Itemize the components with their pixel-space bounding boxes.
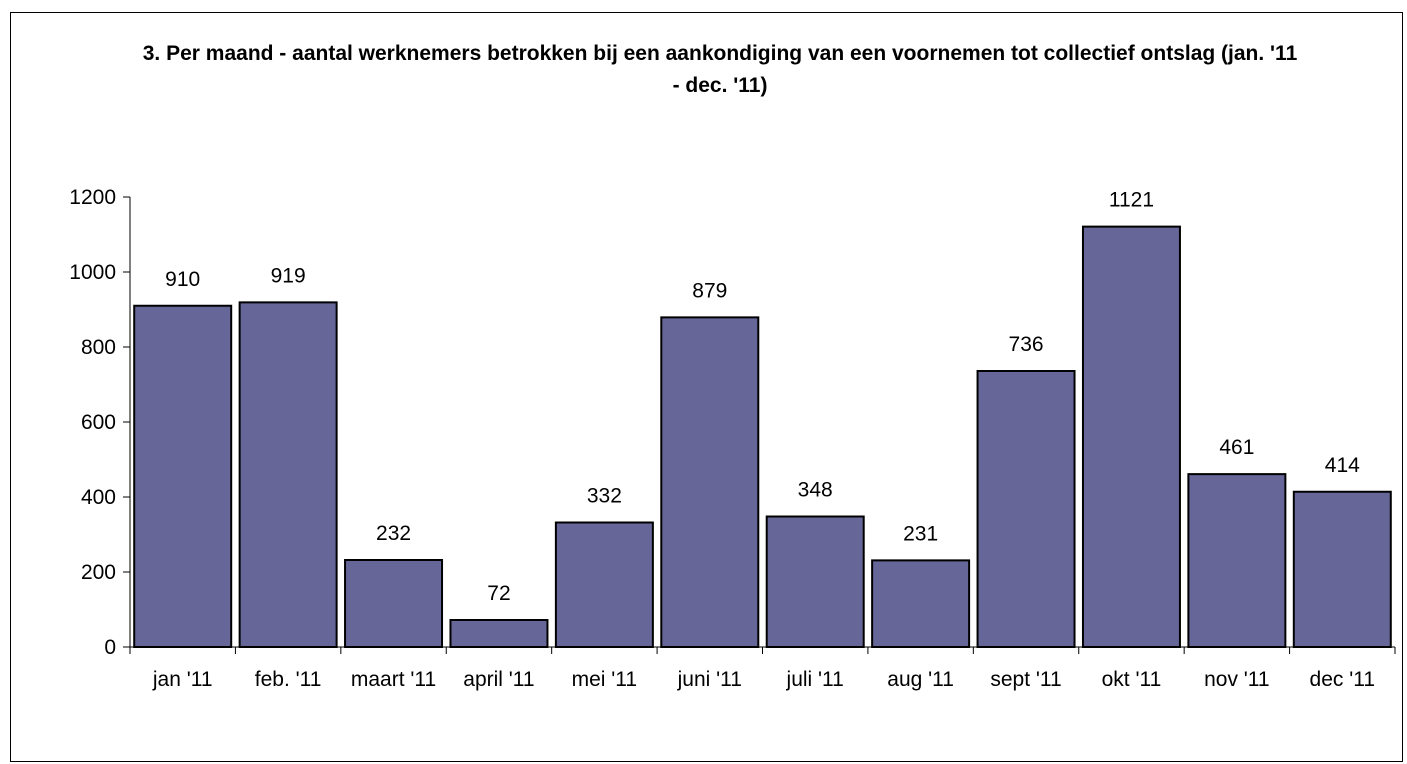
data-label: 736 <box>1009 333 1044 356</box>
bar <box>765 515 865 648</box>
data-label: 72 <box>487 582 510 605</box>
chart-title: 3. Per maand - aantal werknemers betrokk… <box>142 42 1298 97</box>
x-tick-label: feb. '11 <box>254 668 322 691</box>
x-tick-label: okt '11 <box>1101 668 1162 691</box>
chart-border <box>10 12 1403 762</box>
y-tick-label: 0 <box>104 636 116 659</box>
bar <box>133 304 233 648</box>
bar <box>976 370 1076 648</box>
y-tick-label: 600 <box>81 411 116 434</box>
x-tick-label: dec '11 <box>1309 668 1376 691</box>
y-tick-label: 200 <box>81 561 116 584</box>
y-tick-label: 1000 <box>69 261 116 284</box>
bar <box>660 316 760 648</box>
bar <box>449 619 549 648</box>
bar <box>871 559 971 648</box>
x-tick-label: sept '11 <box>990 668 1062 691</box>
bar <box>554 521 654 648</box>
data-label: 1121 <box>1109 189 1154 212</box>
x-tick-label: juli '11 <box>786 668 844 691</box>
x-tick-label: juni '11 <box>677 668 742 691</box>
y-tick-label: 400 <box>81 486 116 509</box>
data-label: 232 <box>376 522 411 545</box>
data-label: 461 <box>1219 436 1254 459</box>
x-tick-label: jan '11 <box>152 668 213 691</box>
data-label: 332 <box>587 485 622 508</box>
data-label: 910 <box>165 268 200 291</box>
bar <box>1187 473 1287 648</box>
x-tick-label: nov '11 <box>1204 668 1270 691</box>
x-tick-label: aug '11 <box>887 668 954 691</box>
bar <box>1081 225 1181 648</box>
x-tick-label: april '11 <box>463 668 535 691</box>
x-tick-label: mei '11 <box>571 668 638 691</box>
data-label: 231 <box>903 522 938 545</box>
data-label: 414 <box>1325 454 1360 477</box>
bar <box>238 301 338 648</box>
x-tick-label: maart '11 <box>350 668 437 691</box>
bar <box>1292 490 1392 648</box>
data-label: 348 <box>798 479 833 502</box>
bar <box>344 559 444 648</box>
y-tick-label: 800 <box>81 336 116 359</box>
data-label: 919 <box>271 264 306 287</box>
data-label: 879 <box>692 279 727 302</box>
y-tick-label: 1200 <box>69 186 116 209</box>
